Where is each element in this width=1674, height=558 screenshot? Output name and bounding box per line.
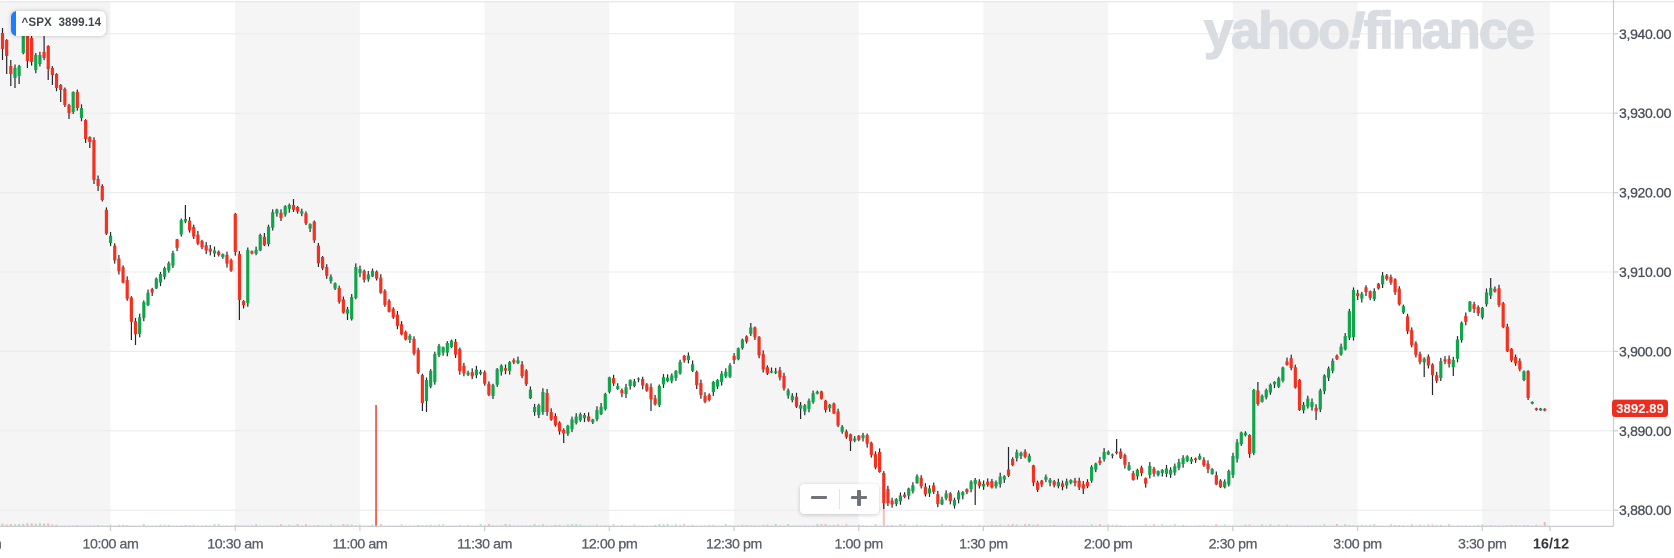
svg-text:3,890.00: 3,890.00: [1619, 423, 1672, 439]
svg-text:2:30 pm: 2:30 pm: [1209, 537, 1257, 553]
svg-text:1:00 pm: 1:00 pm: [834, 537, 882, 553]
svg-text:9:30 am: 9:30 am: [0, 537, 2, 553]
svg-text:3,940.00: 3,940.00: [1619, 26, 1672, 42]
svg-text:10:00 am: 10:00 am: [83, 537, 139, 553]
svg-text:3,910.00: 3,910.00: [1619, 264, 1672, 280]
svg-text:3892.89: 3892.89: [1616, 401, 1664, 416]
svg-text:12:00 pm: 12:00 pm: [581, 537, 637, 553]
svg-text:12:30 pm: 12:30 pm: [706, 537, 762, 553]
svg-text:3,920.00: 3,920.00: [1619, 185, 1672, 201]
svg-text:3:00 pm: 3:00 pm: [1333, 537, 1381, 553]
svg-text:3,930.00: 3,930.00: [1619, 105, 1672, 121]
svg-text:2:00 pm: 2:00 pm: [1084, 537, 1132, 553]
svg-text:16/12: 16/12: [1533, 537, 1569, 553]
svg-text:3:30 pm: 3:30 pm: [1458, 537, 1506, 553]
svg-text:1:30 pm: 1:30 pm: [959, 537, 1007, 553]
svg-text:10:30 am: 10:30 am: [207, 537, 263, 553]
svg-text:11:30 am: 11:30 am: [457, 537, 512, 553]
svg-text:3,880.00: 3,880.00: [1619, 502, 1672, 518]
svg-text:11:00 am: 11:00 am: [332, 537, 387, 553]
svg-text:3,900.00: 3,900.00: [1619, 343, 1672, 359]
svg-text:yahoo!finance: yahoo!finance: [1204, 2, 1534, 60]
